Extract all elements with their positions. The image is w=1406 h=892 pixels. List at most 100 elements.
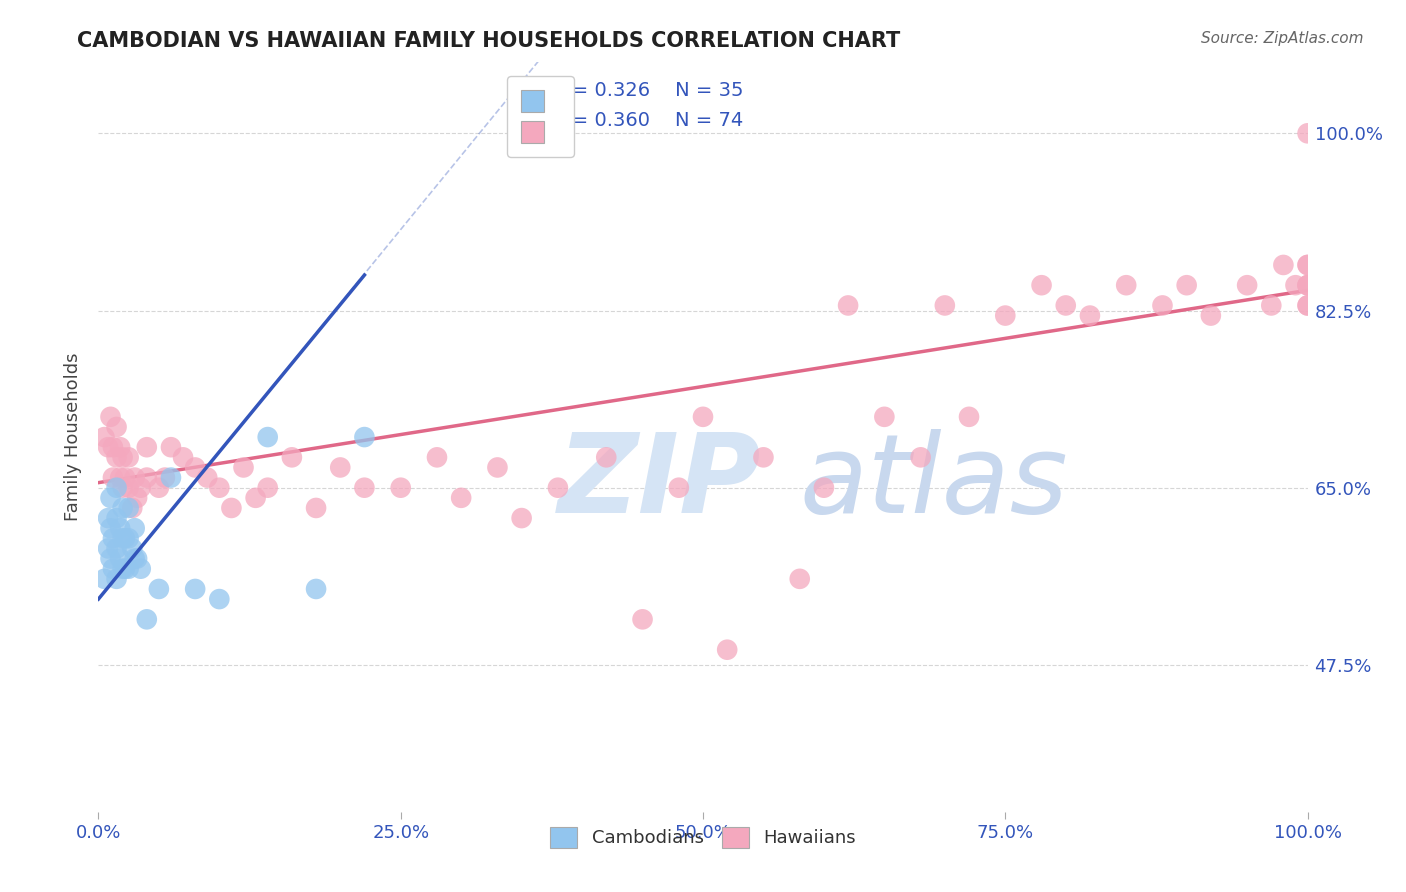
Point <box>101 470 124 484</box>
Point <box>129 481 152 495</box>
Point <box>1296 278 1319 293</box>
Point <box>1054 298 1077 312</box>
Point <box>353 430 375 444</box>
Point <box>789 572 811 586</box>
Text: R = 0.326    N = 35: R = 0.326 N = 35 <box>551 81 744 100</box>
Point <box>256 430 278 444</box>
Point <box>101 440 124 454</box>
Point <box>1296 258 1319 272</box>
Point <box>118 481 141 495</box>
Point <box>97 541 120 556</box>
Point <box>105 420 128 434</box>
Point <box>100 521 122 535</box>
Point <box>160 440 183 454</box>
Point <box>547 481 569 495</box>
Point <box>256 481 278 495</box>
Point <box>100 491 122 505</box>
Point <box>127 491 149 505</box>
Point <box>813 481 835 495</box>
Point <box>111 532 134 546</box>
Point <box>184 582 207 596</box>
Point <box>135 440 157 454</box>
Point <box>426 450 449 465</box>
Point <box>994 309 1017 323</box>
Point <box>135 612 157 626</box>
Point <box>1152 298 1174 312</box>
Point <box>910 450 932 465</box>
Point <box>1296 298 1319 312</box>
Point <box>121 541 143 556</box>
Point <box>873 409 896 424</box>
Point <box>1296 278 1319 293</box>
Text: CAMBODIAN VS HAWAIIAN FAMILY HOUSEHOLDS CORRELATION CHART: CAMBODIAN VS HAWAIIAN FAMILY HOUSEHOLDS … <box>77 31 901 51</box>
Point <box>111 562 134 576</box>
Point <box>118 500 141 515</box>
Point <box>93 430 115 444</box>
Point <box>108 551 131 566</box>
Point <box>153 470 176 484</box>
Point <box>1199 309 1222 323</box>
Point <box>114 562 136 576</box>
Point <box>97 511 120 525</box>
Point <box>595 450 617 465</box>
Point <box>135 470 157 484</box>
Point <box>105 481 128 495</box>
Point <box>121 500 143 515</box>
Point <box>1296 126 1319 140</box>
Point <box>124 551 146 566</box>
Point <box>1031 278 1053 293</box>
Point <box>148 481 170 495</box>
Point <box>108 440 131 454</box>
Point <box>105 450 128 465</box>
Point <box>172 450 194 465</box>
Point <box>108 470 131 484</box>
Point <box>127 551 149 566</box>
Point <box>114 532 136 546</box>
Point <box>1272 258 1295 272</box>
Point <box>1115 278 1137 293</box>
Point <box>160 470 183 484</box>
Point <box>114 470 136 484</box>
Point <box>1296 298 1319 312</box>
Point <box>208 592 231 607</box>
Point <box>184 460 207 475</box>
Point <box>510 511 533 525</box>
Point <box>118 450 141 465</box>
Point <box>118 532 141 546</box>
Point <box>105 511 128 525</box>
Text: ZIP: ZIP <box>558 428 762 535</box>
Point <box>668 481 690 495</box>
Point <box>195 470 218 484</box>
Point <box>97 440 120 454</box>
Point <box>208 481 231 495</box>
Point <box>1296 278 1319 293</box>
Point <box>93 572 115 586</box>
Point <box>353 481 375 495</box>
Point <box>111 500 134 515</box>
Point <box>105 541 128 556</box>
Point <box>305 500 328 515</box>
Point <box>124 470 146 484</box>
Point <box>124 521 146 535</box>
Point <box>129 562 152 576</box>
Point <box>389 481 412 495</box>
Point <box>101 532 124 546</box>
Point <box>837 298 859 312</box>
Text: Source: ZipAtlas.com: Source: ZipAtlas.com <box>1201 31 1364 46</box>
Text: R = 0.360    N = 74: R = 0.360 N = 74 <box>551 112 744 130</box>
Point <box>1260 298 1282 312</box>
Point <box>1175 278 1198 293</box>
Point <box>100 551 122 566</box>
Point <box>1284 278 1306 293</box>
Y-axis label: Family Households: Family Households <box>65 353 83 521</box>
Text: atlas: atlas <box>800 428 1069 535</box>
Point <box>111 450 134 465</box>
Point <box>148 582 170 596</box>
Point <box>101 562 124 576</box>
Point <box>329 460 352 475</box>
Point <box>1236 278 1258 293</box>
Point <box>450 491 472 505</box>
Point <box>486 460 509 475</box>
Point <box>631 612 654 626</box>
Point <box>232 460 254 475</box>
